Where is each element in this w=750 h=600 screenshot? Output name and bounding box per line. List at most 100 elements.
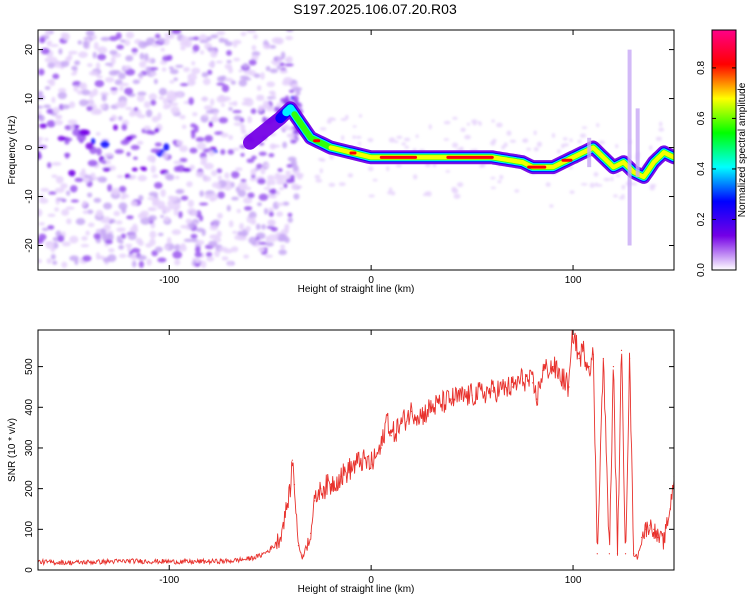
spectrogram-cell [115, 220, 123, 225]
snr-point [188, 561, 191, 563]
spectrogram-cell [226, 60, 232, 64]
spectrogram-cell [253, 34, 258, 40]
spectrogram-cell [190, 81, 196, 85]
spectrogram-cell [198, 34, 208, 42]
snr-point [259, 555, 261, 557]
spectrogram-cell [54, 207, 60, 212]
spectrogram-cell [136, 94, 145, 103]
spectrogram-cell [199, 50, 205, 55]
spectrogram-cell [46, 120, 56, 128]
snr-point [582, 349, 584, 351]
spectrogram-cell [199, 190, 205, 197]
spectrogram-cell [491, 119, 495, 123]
snr-point [641, 536, 643, 539]
spectrogram-cell [478, 121, 482, 126]
spectrogram-cell [174, 175, 180, 180]
spectrogram-cell [233, 42, 238, 48]
spectrogram-cell [232, 230, 238, 235]
spectrogram-cell [188, 97, 194, 106]
spectrogram-cell [326, 119, 332, 124]
spectrogram-cell [443, 120, 451, 125]
spectrogram-cell [54, 187, 65, 193]
spectrogram-cell [158, 38, 165, 43]
snr-point [578, 357, 580, 360]
colorbar-gradient [712, 30, 736, 270]
spectrogram-cell [61, 104, 70, 110]
spectrogram-cell [169, 69, 179, 75]
spectrogram-cell [551, 133, 556, 138]
spectrogram-cell [38, 258, 43, 264]
snr-point [350, 467, 352, 469]
spectrogram-cell [93, 41, 99, 50]
snr-y-tick-label: 0 [24, 567, 35, 573]
spectrogram-cell [47, 225, 55, 230]
spectrogram-cell [169, 80, 175, 84]
spectrogram-cell [285, 172, 291, 179]
spectrogram-cell [102, 167, 111, 172]
spectrogram-cell [133, 107, 139, 112]
spectrogram-cell [226, 204, 231, 212]
snr-x-label: Height of straight line (km) [298, 584, 415, 595]
spectrogram-cell [103, 223, 111, 231]
spectrogram-cell [179, 83, 189, 87]
spectrogram-cell [235, 167, 243, 172]
spectrogram-cell [278, 249, 287, 256]
snr-point [649, 524, 651, 526]
spectrogram-cell [121, 123, 128, 131]
spectrogram-cell [116, 227, 126, 233]
spectrogram-cell [175, 92, 184, 98]
spectrogram-cell [169, 206, 180, 210]
spectrogram-cell [265, 65, 271, 72]
spectrogram-cell [190, 131, 196, 139]
spectrogram-cell [137, 91, 147, 96]
spectrogram-cell [265, 235, 271, 243]
spectrogram-cell [44, 86, 51, 90]
spectrogram-cell [206, 251, 213, 258]
spectrogram-cell [108, 248, 115, 253]
spectrogram-cell [166, 90, 176, 99]
spectrogram-cell [66, 190, 71, 196]
spectrogram-cell [290, 139, 297, 144]
spectrogram-cell [101, 160, 107, 164]
spectrogram-cell [284, 237, 290, 244]
snr-point [532, 382, 534, 384]
spectrogram-cell [451, 186, 457, 193]
spectrogram-cell [119, 239, 124, 244]
spectrogram-cell [48, 78, 56, 87]
spectrogram-cell [256, 163, 263, 170]
spectrogram-cell [55, 175, 64, 184]
spectrogram-cell [173, 160, 183, 165]
spectrogram-cell [194, 251, 203, 258]
spectrogram-cell [82, 41, 89, 49]
snr-y-tick-label: 100 [24, 521, 35, 538]
snr-point [269, 549, 271, 551]
spectrogram-cell [287, 212, 293, 218]
spectrogram-cell [84, 175, 93, 179]
spectrogram-cell [358, 114, 363, 118]
spectrogram-cell [248, 211, 257, 219]
spectrogram-cell [90, 138, 96, 145]
spectrogram-cell [38, 222, 45, 226]
spectrogram-cell [112, 70, 121, 74]
spectrogram-cell [166, 237, 172, 245]
snr-point [340, 475, 342, 478]
spectrogram-cell [183, 238, 194, 243]
spectrogram-cell [151, 115, 159, 123]
snr-point [421, 414, 423, 417]
spectrogram-cell [68, 50, 78, 55]
spectrogram-cell [189, 147, 198, 154]
spectrogram-cell [38, 145, 48, 149]
spectrogram-cell [70, 199, 79, 203]
spectrogram-cell [183, 67, 190, 73]
spectrogram-cell [129, 174, 137, 180]
spectrogram-cell [61, 209, 70, 216]
spectrogram-cell [216, 82, 226, 86]
colorbar-tick-label: 0.0 [696, 263, 707, 277]
spectrogram-cell [428, 124, 432, 130]
spectrogram-cell [610, 176, 614, 182]
spectrogram-cell [193, 124, 199, 133]
spectrogram-cell [176, 140, 184, 146]
spectrogram-cell [338, 182, 346, 187]
spectrogram-cell [545, 182, 551, 187]
spectrogram-cell [39, 37, 46, 44]
